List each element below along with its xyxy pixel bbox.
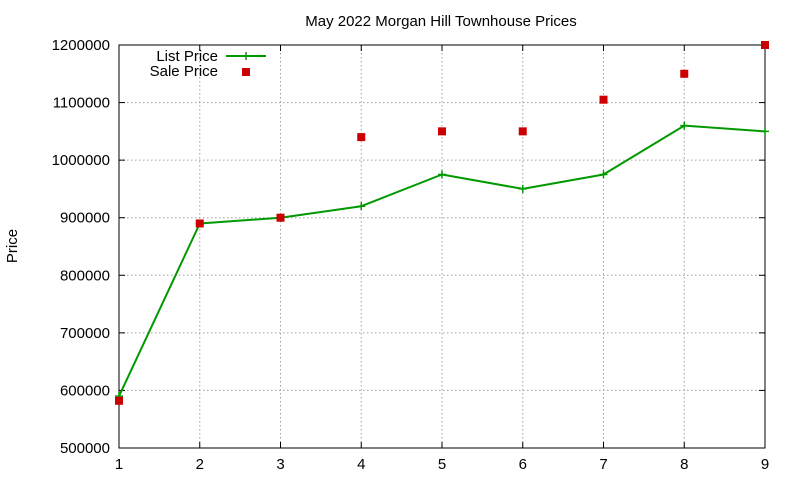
- x-tick-label: 7: [599, 456, 607, 473]
- x-tick-label: 4: [357, 456, 365, 473]
- y-tick-label: 800000: [60, 267, 110, 284]
- x-tick-label: 8: [680, 456, 688, 473]
- list-price-point: [438, 170, 446, 179]
- sale-price-point: [276, 213, 285, 222]
- y-axis-label: Price: [4, 229, 21, 263]
- legend-marker-sale-price: [242, 68, 250, 76]
- x-tick-label: 3: [276, 456, 284, 473]
- series: [115, 41, 769, 405]
- y-tick-label: 900000: [60, 210, 110, 227]
- sale-price-point: [357, 133, 366, 142]
- y-tick-label: 700000: [60, 325, 110, 342]
- y-tick-label: 600000: [60, 382, 110, 399]
- y-tick-label: 500000: [60, 440, 110, 457]
- legend-label-list-price: List Price: [156, 48, 218, 65]
- x-tick-label: 6: [519, 456, 527, 473]
- sale-price-point: [115, 396, 123, 405]
- sale-price-point: [761, 41, 769, 49]
- y-tick-label: 1200000: [52, 37, 110, 54]
- y-tick-label: 1000000: [52, 152, 110, 169]
- x-tick-label: 1: [115, 456, 123, 473]
- sale-price-point: [438, 127, 446, 136]
- sale-price-point: [195, 219, 204, 228]
- x-tick-label: 5: [438, 456, 446, 473]
- sale-price-point: [518, 127, 527, 136]
- sale-price-point: [599, 95, 608, 104]
- axis-ticks: 500000 600000 700000 800000 900000 1000000 110…: [52, 37, 770, 473]
- y-tick-label: 1100000: [53, 95, 110, 112]
- chart-title: May 2022 Morgan Hill Townhouse Prices: [305, 13, 577, 30]
- grid: [119, 45, 765, 448]
- list-price-point: [761, 127, 769, 136]
- list-price-point: [680, 121, 689, 130]
- x-tick-label: 2: [196, 456, 204, 473]
- sale-price-point: [680, 69, 689, 78]
- legend: List Price Sale Price: [150, 48, 266, 80]
- list-price-point: [518, 184, 527, 193]
- x-tick-label: 9: [761, 456, 769, 473]
- list-price-point: [599, 170, 608, 179]
- legend-marker-list-price: [242, 52, 250, 60]
- legend-label-sale-price: Sale Price: [150, 63, 218, 80]
- list-price-point: [357, 202, 366, 211]
